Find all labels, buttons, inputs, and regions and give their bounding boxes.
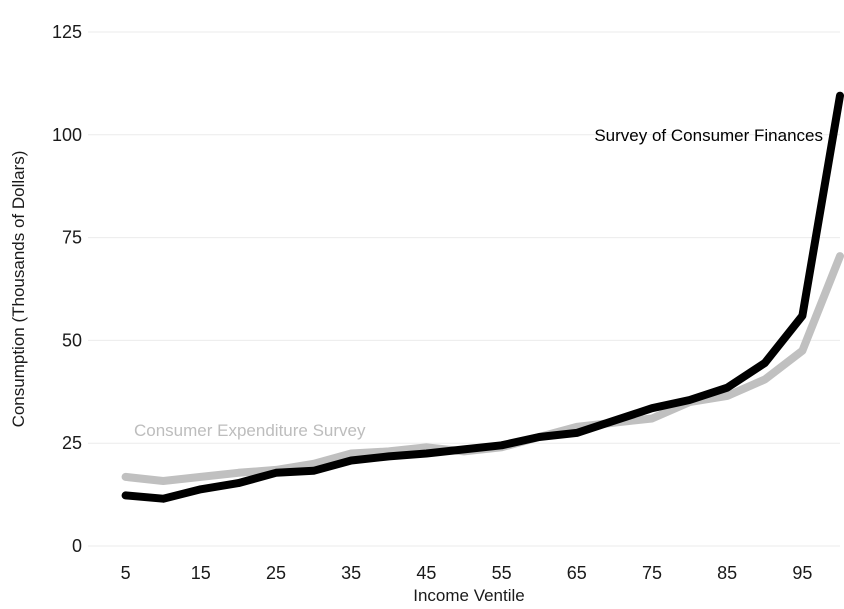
- annotation-consumer-expenditure-survey: Consumer Expenditure Survey: [134, 421, 366, 440]
- y-tick-label: 25: [62, 433, 82, 453]
- x-tick-label: 95: [792, 563, 812, 583]
- gridlines: [88, 31, 840, 547]
- series-line-survey-of-consumer-finances: [121, 91, 844, 503]
- x-tick-label: 15: [191, 563, 211, 583]
- y-tick-label: 100: [52, 125, 82, 145]
- x-tick-label: 65: [567, 563, 587, 583]
- y-tick-label: 75: [62, 228, 82, 248]
- x-tick-label: 75: [642, 563, 662, 583]
- y-tick-label: 0: [72, 536, 82, 556]
- annotation-survey-of-consumer-finances: Survey of Consumer Finances: [594, 126, 823, 145]
- x-tick-label: 25: [266, 563, 286, 583]
- x-tick-label: 5: [121, 563, 131, 583]
- x-tick-label: 35: [341, 563, 361, 583]
- y-tick-label: 50: [62, 330, 82, 350]
- y-tick-labels: 0 25 50 75 100 125: [52, 22, 82, 556]
- series-lines: [121, 91, 844, 503]
- y-tick-label: 125: [52, 22, 82, 42]
- annotations: Survey of Consumer Finances Consumer Exp…: [134, 126, 823, 440]
- x-axis-label: Income Ventile: [413, 586, 525, 605]
- x-tick-label: 45: [416, 563, 436, 583]
- x-tick-labels: 5 15 25 35 45 55 65 75 85 95: [121, 563, 813, 583]
- y-axis-label: Consumption (Thousands of Dollars): [9, 151, 28, 428]
- x-tick-label: 85: [717, 563, 737, 583]
- x-tick-label: 55: [492, 563, 512, 583]
